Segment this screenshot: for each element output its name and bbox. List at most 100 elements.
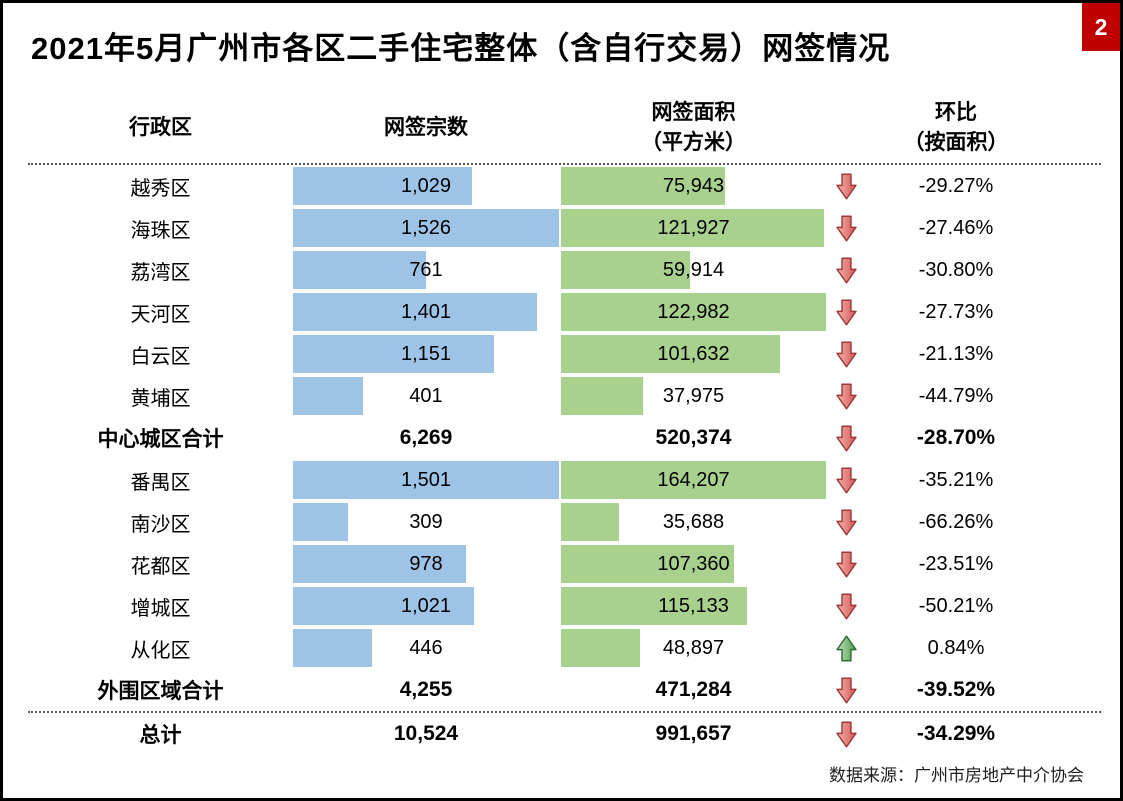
area-data-bar xyxy=(561,503,619,541)
mom-value: -29.27% xyxy=(918,174,994,197)
area-cell: 122,982 xyxy=(561,291,826,333)
count-cell: 309 xyxy=(293,501,559,543)
region-label: 总计 xyxy=(139,724,182,747)
mom-value: -34.29% xyxy=(916,722,996,745)
count-value: 309 xyxy=(409,510,443,533)
area-data-bar xyxy=(561,545,735,583)
count-data-bar xyxy=(293,293,538,331)
area-cell: 101,632 xyxy=(561,333,826,375)
mom-value: -28.70% xyxy=(916,426,996,449)
table-row: 番禺区 1,501 164,207 -35.21% xyxy=(28,459,1101,501)
area-value: 101,632 xyxy=(657,342,730,365)
header-mom: 环比 （按面积） xyxy=(903,100,1009,154)
trend-cell xyxy=(826,256,866,285)
table-row: 黄埔区 401 37,975 -44.79% xyxy=(28,375,1101,417)
count-value: 10,524 xyxy=(393,722,459,745)
area-cell: 115,133 xyxy=(561,585,826,627)
area-value: 121,927 xyxy=(657,216,730,239)
region-label: 荔湾区 xyxy=(130,261,191,284)
table-row: 从化区 446 48,897 0.84% xyxy=(28,627,1101,669)
mom-value: -50.21% xyxy=(918,594,994,617)
trend-cell xyxy=(826,550,866,579)
area-value: 37,975 xyxy=(662,384,725,407)
count-value: 1,501 xyxy=(400,468,452,491)
mom-value: -66.26% xyxy=(918,510,994,533)
area-cell: 121,927 xyxy=(561,207,826,249)
trend-down-icon xyxy=(835,509,857,535)
trend-down-icon xyxy=(835,677,857,703)
count-value: 1,401 xyxy=(400,300,452,323)
trend-down-icon xyxy=(835,467,857,493)
area-data-bar xyxy=(561,629,640,667)
area-value: 35,688 xyxy=(662,510,725,533)
count-value: 978 xyxy=(409,552,443,575)
table-row: 中心城区合计 6,269 520,374 -28.70% xyxy=(28,417,1101,459)
area-cell: 520,374 xyxy=(561,417,826,459)
region-label: 天河区 xyxy=(130,303,191,326)
table-row: 花都区 978 107,360 -23.51% xyxy=(28,543,1101,585)
area-cell: 48,897 xyxy=(561,627,826,669)
area-data-bar xyxy=(561,335,780,373)
table-row: 外围区域合计 4,255 471,284 -39.52% xyxy=(28,669,1101,711)
count-value: 401 xyxy=(409,384,443,407)
table-row: 越秀区 1,029 75,943 -29.27% xyxy=(28,165,1101,207)
area-value: 59,914 xyxy=(662,258,725,281)
count-data-bar xyxy=(293,587,474,625)
count-value: 1,021 xyxy=(400,594,452,617)
trend-cell xyxy=(826,424,866,453)
count-cell: 10,524 xyxy=(293,713,559,755)
count-cell: 761 xyxy=(293,249,559,291)
trend-down-icon xyxy=(835,721,857,747)
totals-separator xyxy=(28,711,1101,713)
mom-value: -27.46% xyxy=(918,216,994,239)
trend-down-icon xyxy=(835,383,857,409)
mom-value: -30.80% xyxy=(918,258,994,281)
count-cell: 4,255 xyxy=(293,669,559,711)
area-cell: 107,360 xyxy=(561,543,826,585)
trend-cell xyxy=(826,720,866,749)
header-count: 网签宗数 xyxy=(384,115,468,139)
mom-value: -44.79% xyxy=(918,384,994,407)
trend-down-icon xyxy=(835,551,857,577)
count-data-bar xyxy=(293,209,559,247)
area-cell: 35,688 xyxy=(561,501,826,543)
mom-value: -23.51% xyxy=(918,552,994,575)
area-data-bar xyxy=(561,461,826,499)
region-label: 南沙区 xyxy=(130,513,191,536)
count-cell: 401 xyxy=(293,375,559,417)
area-value: 991,657 xyxy=(655,722,732,745)
count-value: 4,255 xyxy=(399,678,453,701)
trend-cell xyxy=(826,172,866,201)
trend-down-icon xyxy=(835,593,857,619)
count-cell: 1,401 xyxy=(293,291,559,333)
count-cell: 1,029 xyxy=(293,165,559,207)
count-value: 1,029 xyxy=(400,174,452,197)
area-value: 75,943 xyxy=(662,174,725,197)
trend-cell xyxy=(826,592,866,621)
count-value: 1,151 xyxy=(400,342,452,365)
count-value: 1,526 xyxy=(400,216,452,239)
region-label: 越秀区 xyxy=(130,177,191,200)
count-value: 446 xyxy=(409,636,443,659)
trend-down-icon xyxy=(835,299,857,325)
mom-value: -39.52% xyxy=(916,678,996,701)
header-arrow-spacer xyxy=(826,93,866,163)
area-value: 520,374 xyxy=(655,426,732,449)
area-cell: 37,975 xyxy=(561,375,826,417)
count-value: 761 xyxy=(409,258,443,281)
trend-down-icon xyxy=(835,341,857,367)
trend-down-icon xyxy=(835,215,857,241)
trend-cell xyxy=(826,340,866,369)
table-row: 南沙区 309 35,688 -66.26% xyxy=(28,501,1101,543)
data-table: 行政区 网签宗数 网签面积 （平方米） 环比 （按面积） 越秀区 1,029 75,… xyxy=(28,93,1101,755)
area-value: 107,360 xyxy=(657,552,730,575)
region-label: 海珠区 xyxy=(130,219,191,242)
header-area: 网签面积 （平方米） xyxy=(641,100,746,154)
region-label: 白云区 xyxy=(130,345,191,368)
table-row: 海珠区 1,526 121,927 -27.46% xyxy=(28,207,1101,249)
trend-up-icon xyxy=(835,635,857,661)
count-data-bar xyxy=(293,503,348,541)
count-cell: 1,151 xyxy=(293,333,559,375)
trend-cell xyxy=(826,214,866,243)
